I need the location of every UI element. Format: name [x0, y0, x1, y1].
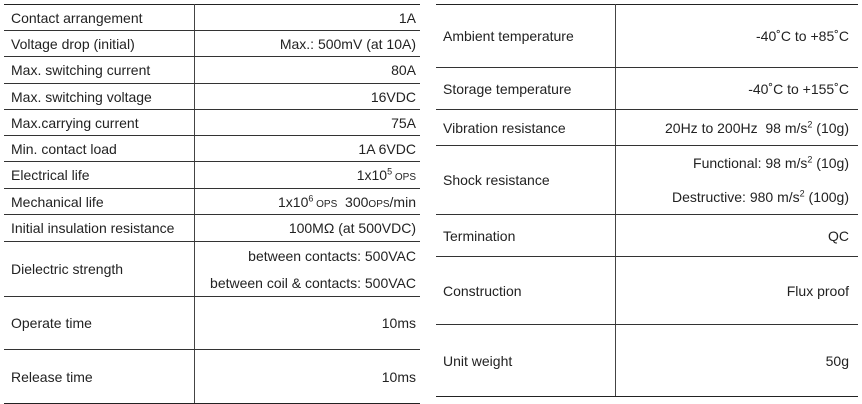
- row-value: Max.: 500mV (at 10A): [194, 30, 420, 57]
- row-value: -40˚C to +85˚C: [615, 4, 858, 68]
- row-value: Functional: 98 m/s2 (10g) Destructive: 9…: [615, 145, 858, 215]
- row-label: Storage temperature: [436, 67, 616, 110]
- table-row: Max.carrying current 75A: [4, 109, 420, 136]
- table-row: Ambient temperature -40˚C to +85˚C: [436, 4, 858, 68]
- row-value: 1x106 OPS 300OPS/min: [194, 188, 420, 215]
- table-row: Electrical life 1x105 OPS: [4, 161, 420, 189]
- row-value: -40˚C to +155˚C: [615, 67, 858, 110]
- row-value: 50g: [615, 324, 858, 397]
- row-value: 16VDC: [194, 83, 420, 110]
- shock-destructive-line: Destructive: 980 m/s2 (100g): [672, 188, 849, 205]
- row-value: 80A: [194, 56, 420, 84]
- dielectric-line-2: between coil & contacts: 500VAC: [210, 274, 416, 291]
- row-value: 10ms: [194, 296, 420, 350]
- row-label: Contact arrangement: [4, 4, 195, 31]
- row-label: Vibration resistance: [436, 109, 616, 146]
- table-row: Release time 10ms: [4, 349, 420, 404]
- table-row: Contact arrangement 1A: [4, 4, 420, 31]
- row-label: Max. switching current: [4, 56, 195, 84]
- table-row: Initial insulation resistance 100MΩ (at …: [4, 214, 420, 242]
- table-row: Unit weight 50g: [436, 324, 858, 397]
- table-row: Min. contact load 1A 6VDC: [4, 135, 420, 162]
- table-row: Max. switching voltage 16VDC: [4, 83, 420, 110]
- row-value: 1A 6VDC: [194, 135, 420, 162]
- table-row: Shock resistance Functional: 98 m/s2 (10…: [436, 145, 858, 215]
- row-value: 1x105 OPS: [194, 161, 420, 189]
- table-row: Vibration resistance 20Hz to 200Hz 98 m/…: [436, 109, 858, 146]
- row-value: 75A: [194, 109, 420, 136]
- shock-functional-line: Functional: 98 m/s2 (10g): [693, 154, 849, 171]
- row-value: 100MΩ (at 500VDC): [194, 214, 420, 242]
- row-label: Max.carrying current: [4, 109, 195, 136]
- table-row: Mechanical life 1x106 OPS 300OPS/min: [4, 188, 420, 215]
- row-label: Max. switching voltage: [4, 83, 195, 110]
- table-row: Max. switching current 80A: [4, 56, 420, 84]
- table-row: Voltage drop (initial) Max.: 500mV (at 1…: [4, 30, 420, 57]
- row-label: Voltage drop (initial): [4, 30, 195, 57]
- dielectric-line-1: between contacts: 500VAC: [248, 247, 416, 264]
- row-value: 10ms: [194, 349, 420, 404]
- right-spec-table: Ambient temperature -40˚C to +85˚C Stora…: [436, 4, 858, 397]
- row-label: Unit weight: [436, 324, 616, 397]
- table-row: Termination QC: [436, 214, 858, 257]
- table-row: Storage temperature -40˚C to +155˚C: [436, 67, 858, 110]
- left-spec-table: Contact arrangement 1A Voltage drop (ini…: [4, 4, 420, 404]
- row-label: Min. contact load: [4, 135, 195, 162]
- row-label: Operate time: [4, 296, 195, 350]
- row-label: Construction: [436, 256, 616, 325]
- row-label: Shock resistance: [436, 145, 616, 215]
- table-row: Dielectric strength between contacts: 50…: [4, 241, 420, 297]
- row-label: Dielectric strength: [4, 241, 195, 297]
- table-row: Construction Flux proof: [436, 256, 858, 325]
- row-label: Mechanical life: [4, 188, 195, 215]
- row-value: QC: [615, 214, 858, 257]
- table-row: Operate time 10ms: [4, 296, 420, 350]
- row-label: Termination: [436, 214, 616, 257]
- row-value: Flux proof: [615, 256, 858, 325]
- row-label: Release time: [4, 349, 195, 404]
- row-value: 20Hz to 200Hz 98 m/s2 (10g): [615, 109, 858, 146]
- row-label: Electrical life: [4, 161, 195, 189]
- row-value: between contacts: 500VAC between coil & …: [194, 241, 420, 297]
- row-label: Initial insulation resistance: [4, 214, 195, 242]
- row-value: 1A: [194, 4, 420, 31]
- row-label: Ambient temperature: [436, 4, 616, 68]
